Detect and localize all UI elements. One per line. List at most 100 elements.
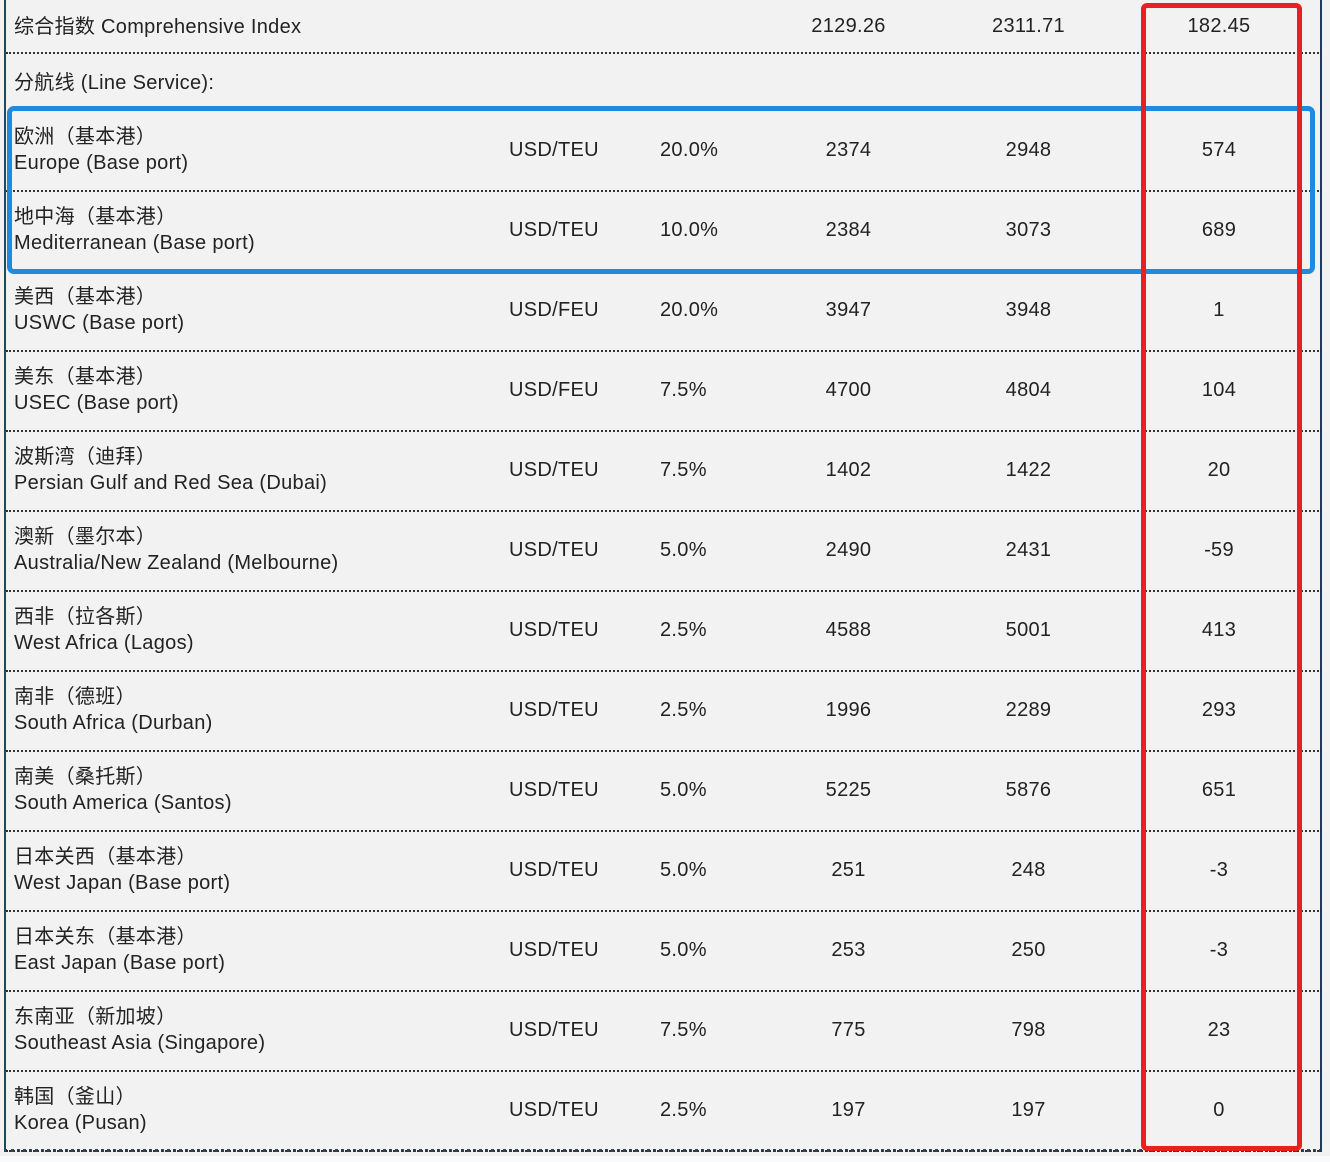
route-previous: 253 — [831, 939, 866, 961]
route-weight: 20.0% — [660, 139, 719, 161]
route-name-chinese: 西非（拉各斯） — [14, 606, 157, 628]
route-unit: USD/FEU — [509, 299, 599, 321]
route-current: 3948 — [1005, 299, 1052, 321]
route-name-chinese: 南美（桑托斯） — [14, 766, 157, 788]
route-row: 南非（德班） South Africa (Durban) USD/TEU 2.5% 19… — [6, 672, 1322, 752]
route-current: 4804 — [1005, 379, 1052, 401]
route-name-english: USWC (Base port) — [14, 312, 185, 334]
route-current: 248 — [1011, 859, 1046, 881]
route-name: 南非（德班） South Africa (Durban) — [14, 684, 213, 736]
route-previous: 5225 — [825, 779, 872, 801]
route-unit: USD/TEU — [509, 699, 599, 721]
route-change: 23 — [1207, 1019, 1231, 1041]
route-name-chinese: 美东（基本港） — [14, 366, 157, 388]
route-previous: 2384 — [825, 219, 872, 241]
route-weight: 7.5% — [660, 1019, 707, 1041]
bottom-margin — [0, 1156, 1330, 1162]
route-unit: USD/TEU — [509, 459, 599, 481]
route-row: 东南亚（新加坡） Southeast Asia (Singapore) USD/TE… — [6, 992, 1322, 1072]
route-current: 798 — [1011, 1019, 1046, 1041]
route-current: 3073 — [1005, 219, 1052, 241]
route-change: -3 — [1209, 939, 1229, 961]
index-label: 综合指数 Comprehensive Index — [14, 16, 302, 38]
route-name: 日本关西（基本港） West Japan (Base port) — [14, 844, 230, 896]
route-name-english: Southeast Asia (Singapore) — [14, 1032, 266, 1054]
route-name-english: South Africa (Durban) — [14, 712, 213, 734]
route-change: 651 — [1201, 779, 1237, 801]
route-name-english: West Japan (Base port) — [14, 872, 231, 894]
route-name: 日本关东（基本港） East Japan (Base port) — [14, 924, 225, 976]
route-previous: 2490 — [825, 539, 872, 561]
line-service-section: 分航线 (Line Service): — [6, 54, 1322, 110]
route-current: 1422 — [1005, 459, 1052, 481]
route-row: 波斯湾（迪拜） Persian Gulf and Red Sea (Dubai) U… — [6, 432, 1322, 512]
route-weight: 5.0% — [660, 539, 707, 561]
route-change: 293 — [1201, 699, 1237, 721]
route-current: 250 — [1011, 939, 1046, 961]
route-name-chinese: 波斯湾（迪拜） — [14, 446, 157, 468]
route-current: 2948 — [1005, 139, 1052, 161]
section-label: 分航线 (Line Service): — [14, 72, 215, 94]
route-weight: 5.0% — [660, 779, 707, 801]
route-name: 美东（基本港） USEC (Base port) — [14, 364, 179, 416]
route-name-chinese: 地中海（基本港） — [14, 206, 177, 228]
route-name-english: Korea (Pusan) — [14, 1112, 147, 1134]
route-row: 澳新（墨尔本） Australia/New Zealand (Melbourne)… — [6, 512, 1322, 592]
route-current: 5001 — [1005, 619, 1052, 641]
route-name-chinese: 南非（德班） — [14, 686, 136, 708]
route-unit: USD/TEU — [509, 619, 599, 641]
route-name-english: Europe (Base port) — [14, 152, 189, 174]
route-name: 东南亚（新加坡） Southeast Asia (Singapore) — [14, 1004, 265, 1056]
route-unit: USD/TEU — [509, 939, 599, 961]
route-change: 413 — [1201, 619, 1237, 641]
route-row: 美东（基本港） USEC (Base port) USD/FEU 7.5% 4700 48… — [6, 352, 1322, 432]
route-name: 地中海（基本港） Mediterranean (Base port) — [14, 204, 255, 256]
route-current: 2431 — [1005, 539, 1052, 561]
route-change: 689 — [1201, 219, 1237, 241]
route-name-english: USEC (Base port) — [14, 392, 179, 414]
route-row: 日本关西（基本港） West Japan (Base port) USD/TEU 5.… — [6, 832, 1322, 912]
route-change: -59 — [1204, 539, 1234, 561]
freight-index-table — [4, 0, 1322, 1152]
route-current: 5876 — [1005, 779, 1052, 801]
route-row: 南美（桑托斯） South America (Santos) USD/TEU 5.0%… — [6, 752, 1322, 832]
route-name: 澳新（墨尔本） Australia/New Zealand (Melbourne) — [14, 524, 339, 576]
route-row: 韩国（釜山） Korea (Pusan) USD/TEU 2.5% 197 197 0 — [6, 1072, 1322, 1152]
route-previous: 1996 — [825, 699, 872, 721]
route-weight: 2.5% — [660, 1099, 707, 1121]
route-row: 地中海（基本港） Mediterranean (Base port) USD/TEU… — [6, 192, 1322, 272]
route-weight: 7.5% — [660, 379, 707, 401]
route-name: 西非（拉各斯） West Africa (Lagos) — [14, 604, 194, 656]
route-current: 2289 — [1005, 699, 1052, 721]
route-name-english: Mediterranean (Base port) — [14, 232, 255, 254]
route-name-chinese: 欧洲（基本港） — [14, 126, 157, 148]
route-unit: USD/TEU — [509, 219, 599, 241]
route-weight: 7.5% — [660, 459, 707, 481]
route-name-english: West Africa (Lagos) — [14, 632, 194, 654]
route-change: 0 — [1213, 1099, 1225, 1121]
route-weight: 2.5% — [660, 619, 707, 641]
route-change: 104 — [1201, 379, 1237, 401]
route-previous: 197 — [831, 1099, 866, 1121]
index-change: 182.45 — [1187, 15, 1251, 37]
comprehensive-index-row: 综合指数 Comprehensive Index 2129.26 2311.71… — [6, 0, 1322, 54]
route-name-chinese: 美西（基本港） — [14, 286, 157, 308]
route-unit: USD/TEU — [509, 539, 599, 561]
route-row: 美西（基本港） USWC (Base port) USD/FEU 20.0% 3947 3… — [6, 272, 1322, 352]
route-previous: 4588 — [825, 619, 872, 641]
route-change: 1 — [1213, 299, 1225, 321]
route-weight: 5.0% — [660, 859, 707, 881]
route-current: 197 — [1011, 1099, 1046, 1121]
route-unit: USD/TEU — [509, 779, 599, 801]
route-change: 20 — [1207, 459, 1231, 481]
route-unit: USD/TEU — [509, 139, 599, 161]
route-name-english: East Japan (Base port) — [14, 952, 226, 974]
route-unit: USD/TEU — [509, 1019, 599, 1041]
route-name: 美西（基本港） USWC (Base port) — [14, 284, 184, 336]
route-row: 西非（拉各斯） West Africa (Lagos) USD/TEU 2.5% 458… — [6, 592, 1322, 672]
route-previous: 251 — [831, 859, 866, 881]
route-previous: 1402 — [825, 459, 872, 481]
route-unit: USD/FEU — [509, 379, 599, 401]
route-previous: 4700 — [825, 379, 872, 401]
route-name: 欧洲（基本港） Europe (Base port) — [14, 124, 188, 176]
